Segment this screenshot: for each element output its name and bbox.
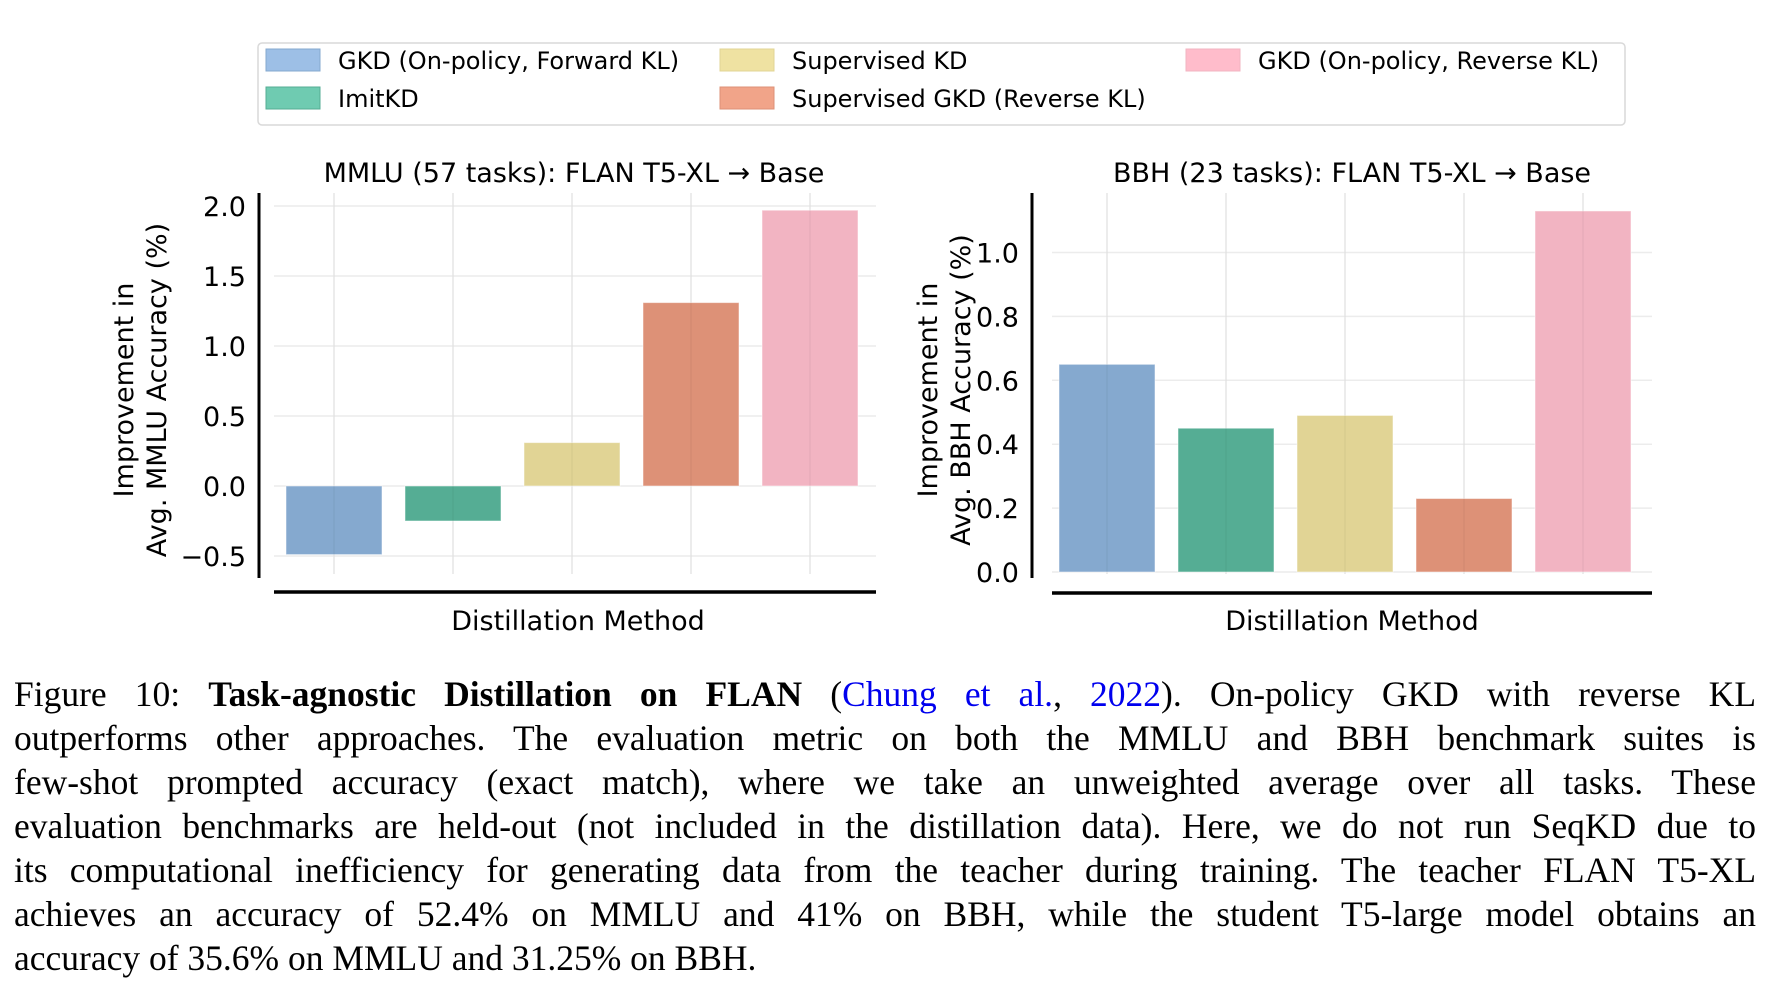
y-tick-labels: −0.5 0.0 0.5 1.0 1.5 2.0 (180, 192, 246, 573)
y-axis-label: Improvement in Avg. MMLU Accuracy (%) (109, 223, 173, 557)
legend-item: ImitKD (265, 85, 419, 113)
legend-label: Supervised KD (792, 47, 968, 75)
bar-supervised-gkd-reverse-kl (1415, 498, 1513, 573)
chart-title: MMLU (57 tasks): FLAN T5-XL → Base (324, 158, 825, 189)
x-axis-label: Distillation Method (451, 606, 705, 637)
caption-line: accuracy of 35.6% on MMLU and 31.25% on … (14, 938, 757, 978)
caption-line: outperforms other approaches. The evalua… (14, 718, 1756, 758)
legend-item: GKD (On-policy, Reverse KL) (1185, 47, 1599, 75)
legend-swatch (265, 48, 321, 72)
chart-title: BBH (23 tasks): FLAN T5-XL → Base (1113, 158, 1591, 189)
bar-gkd-on-policy-forward-kl (1058, 363, 1156, 573)
legend-frame (257, 42, 1626, 126)
svg-text:Improvement in: Improvement in (109, 283, 140, 498)
bar-gkd-on-policy-forward-kl (285, 485, 383, 556)
mmlu-chart: MMLU (57 tasks): FLAN T5-XL → Base −0.5 0… (109, 158, 876, 637)
bar-supervised-kd (1296, 414, 1394, 573)
x-axis-label: Distillation Method (1225, 606, 1479, 637)
caption-bold-title: Task-agnostic Distillation on FLAN (208, 674, 803, 714)
y-tick-label: 1.0 (203, 332, 246, 363)
y-tick-label: 0.8 (976, 302, 1019, 333)
legend-item: Supervised KD (719, 47, 968, 75)
svg-text:Avg. MMLU Accuracy (%): Avg. MMLU Accuracy (%) (142, 223, 173, 557)
y-tick-label: 0.0 (203, 472, 246, 503)
figure-caption: Figure 10: Task-agnostic Distillation on… (14, 672, 1756, 980)
caption-line: few-shot prompted accuracy (exact match)… (14, 762, 1756, 802)
caption-line: evaluation benchmarks are held-out (not … (14, 806, 1756, 846)
citation-link-year[interactable]: 2022 (1090, 674, 1162, 714)
y-tick-labels: 0.0 0.2 0.4 0.6 0.8 1.0 (976, 239, 1019, 590)
legend: GKD (On-policy, Forward KL) ImitKD Supervi… (257, 42, 1626, 126)
caption-line: Figure 10: Task-agnostic Distillation on… (14, 672, 1756, 716)
legend-swatch (265, 86, 321, 110)
citation-link-author[interactable]: Chung et al. (842, 674, 1054, 714)
bar-supervised-kd (523, 442, 621, 487)
legend-label: Supervised GKD (Reverse KL) (792, 85, 1146, 113)
y-tick-label: 0.6 (976, 366, 1019, 397)
y-axis-label: Improvement in Avg. BBH Accuracy (%) (913, 234, 977, 546)
caption-figure-number: Figure 10: (14, 674, 209, 714)
caption-line: its computational inefficiency for gener… (14, 850, 1756, 890)
bar-gkd-on-policy-reverse-kl (761, 209, 859, 487)
bar-imitkd (404, 485, 502, 522)
bar-imitkd (1177, 427, 1275, 573)
legend-swatch (1185, 48, 1241, 72)
svg-text:Improvement in: Improvement in (913, 283, 944, 498)
legend-item: GKD (On-policy, Forward KL) (265, 47, 679, 75)
bbh-chart: BBH (23 tasks): FLAN T5-XL → Base 0.0 0.2… (913, 158, 1652, 637)
y-tick-label: 0.5 (203, 402, 246, 433)
bars (285, 193, 859, 574)
caption-paren: ( (802, 674, 843, 714)
y-tick-label: 1.0 (976, 239, 1019, 270)
legend-swatch (719, 86, 775, 110)
y-tick-label: 0.2 (976, 494, 1019, 525)
legend-item: Supervised GKD (Reverse KL) (719, 85, 1146, 113)
y-tick-label: 2.0 (203, 192, 246, 223)
caption-line1-rest: ). On-policy GKD with reverse KL (1161, 674, 1757, 714)
y-tick-label: 1.5 (203, 262, 246, 293)
legend-label: GKD (On-policy, Forward KL) (338, 47, 679, 75)
y-tick-label: 0.4 (976, 430, 1019, 461)
legend-swatch (719, 48, 775, 72)
legend-label: ImitKD (338, 85, 419, 113)
svg-text:Avg. BBH Accuracy (%): Avg. BBH Accuracy (%) (946, 234, 977, 546)
figure: GKD (On-policy, Forward KL) ImitKD Supervi… (109, 42, 1652, 637)
caption-sep: , (1053, 674, 1091, 714)
y-tick-label: −0.5 (180, 542, 246, 573)
bars (1058, 193, 1632, 574)
caption-line: achieves an accuracy of 52.4% on MMLU an… (14, 894, 1756, 934)
bar-gkd-on-policy-reverse-kl (1534, 210, 1632, 573)
y-tick-label: 0.0 (976, 558, 1019, 589)
legend-label: GKD (On-policy, Reverse KL) (1258, 47, 1599, 75)
bar-supervised-gkd-reverse-kl (642, 302, 740, 487)
